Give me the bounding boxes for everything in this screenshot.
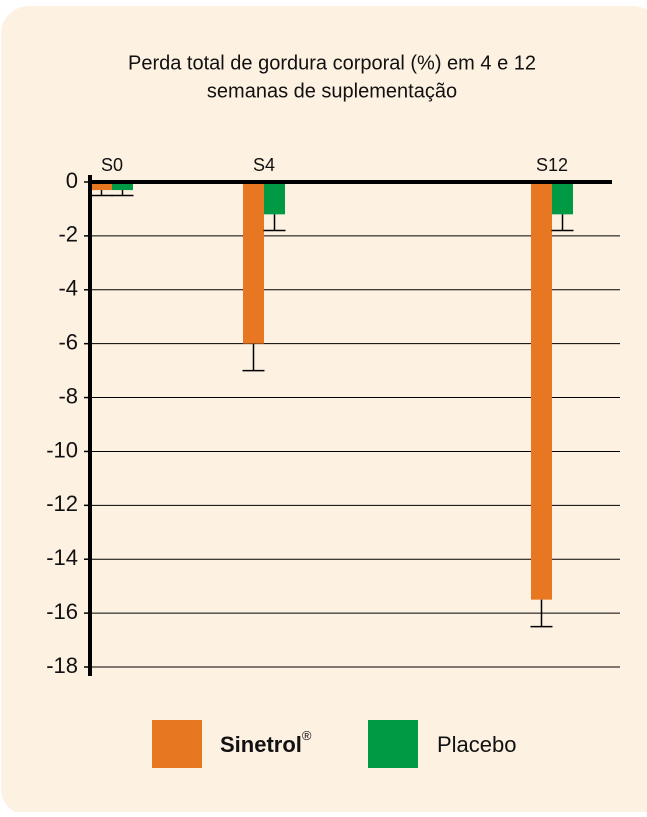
y-tick-label: 0 <box>66 168 78 193</box>
chart-title: Perda total de gordura corporal (%) em 4… <box>128 52 536 74</box>
x-tick-label: S0 <box>101 155 123 175</box>
y-tick-label: -4 <box>58 276 78 301</box>
legend-swatch <box>152 720 202 768</box>
bar <box>112 182 133 191</box>
bar <box>243 182 264 344</box>
legend-superscript: ® <box>302 728 312 743</box>
chart-title: semanas de suplementação <box>207 80 457 102</box>
y-tick-label: -2 <box>58 222 78 247</box>
legend-name: Sinetrol <box>220 732 302 757</box>
bar <box>91 182 112 191</box>
legend-name: Placebo <box>437 732 517 757</box>
y-tick-label: -12 <box>46 491 78 516</box>
legend-swatch <box>368 720 418 768</box>
y-tick-label: -6 <box>58 329 78 354</box>
legend-label: Placebo <box>437 732 517 757</box>
legend-label: Sinetrol® <box>220 728 312 756</box>
bar <box>264 182 285 215</box>
y-tick-label: -8 <box>58 383 78 408</box>
y-tick-label: -16 <box>46 599 78 624</box>
y-tick-label: -18 <box>46 653 78 678</box>
bar <box>531 182 552 600</box>
y-tick-label: -14 <box>46 545 78 570</box>
x-tick-label: S4 <box>253 155 275 175</box>
x-tick-label: S12 <box>536 155 568 175</box>
y-tick-label: -10 <box>46 437 78 462</box>
bar <box>552 182 573 215</box>
